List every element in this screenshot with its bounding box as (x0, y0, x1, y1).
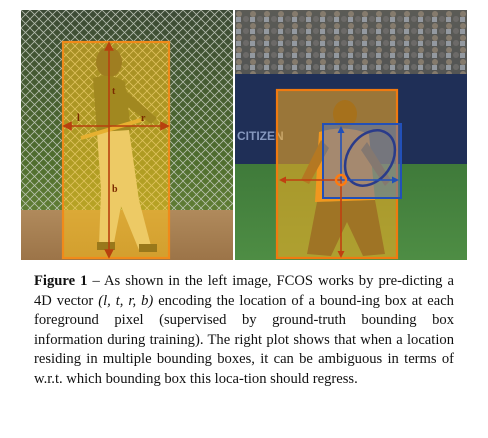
caption-math-vector: (l, t, r, b) (98, 292, 154, 309)
arrow-label-t: t (112, 86, 116, 97)
baseball-photo: l t r b (21, 10, 233, 260)
arrow-label-r: r (141, 113, 146, 124)
banner-decoration: CITIZEN (237, 129, 284, 143)
ambiguous-location (279, 126, 399, 258)
left-photo-panel: l t r b (21, 10, 233, 260)
regression-arrows (62, 41, 170, 259)
racket-shape (343, 129, 397, 187)
figure-images: l t r b (21, 10, 467, 260)
caption-text-1: As shown in the left image, FCOS works b… (34, 273, 454, 309)
caption-separator: – (87, 273, 105, 289)
caption-label: Figure 1 (34, 273, 88, 289)
bounding-box (61, 40, 171, 260)
arrow-label-l: l (77, 113, 80, 124)
figure-caption: Figure 1 – As shown in the left image, F… (34, 272, 454, 390)
person-bounding-box (275, 88, 399, 260)
arrow-label-b: b (112, 184, 118, 195)
tennis-photo: CITIZEN (235, 10, 467, 260)
right-photo-panel: CITIZEN (235, 10, 467, 260)
caption-text-2: encoding the location of a bound-ing box… (34, 292, 454, 387)
